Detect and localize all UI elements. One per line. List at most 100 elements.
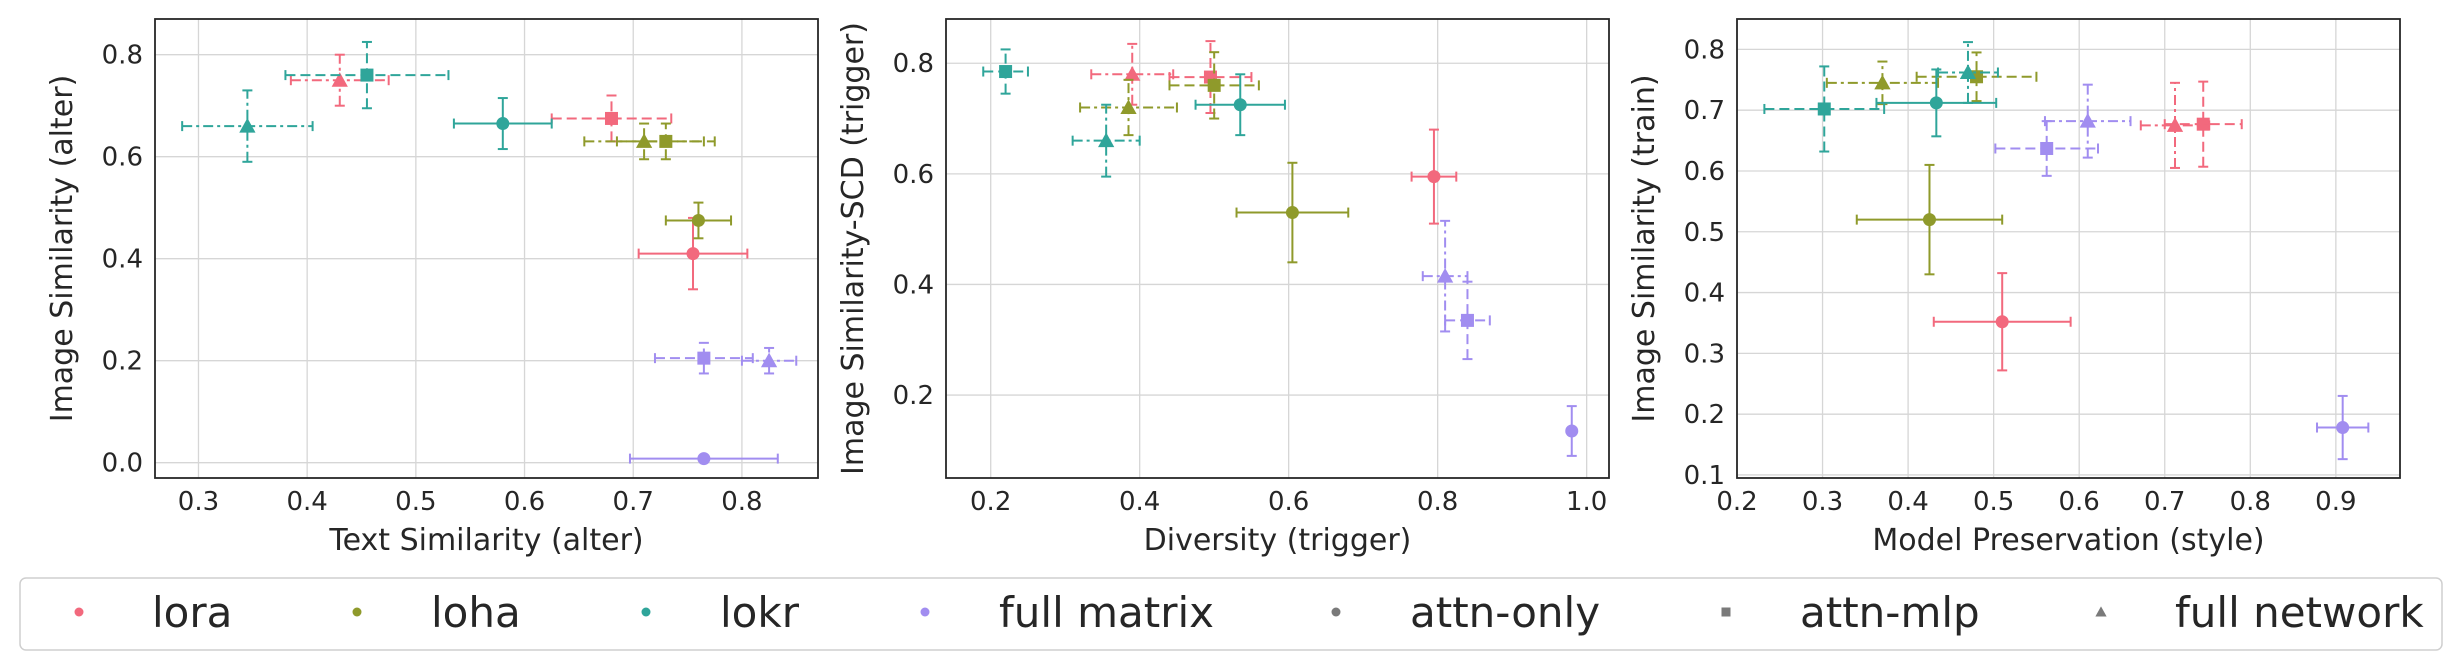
point-lokr-full-network <box>181 89 314 163</box>
data-marker <box>686 247 700 261</box>
legend-item-attn-mlp: attn-mlp <box>1721 588 1980 637</box>
y-tick-label: 0.8 <box>893 49 934 79</box>
point-lokr-attn-only <box>1875 68 1998 138</box>
y-tick-label: 0.6 <box>102 143 143 173</box>
x-tick-label: 0.6 <box>1268 487 1309 517</box>
y-axis-title: Image Similarity-SCD (trigger) <box>836 22 871 475</box>
point-full-matrix-full-network <box>1421 219 1469 333</box>
panel-text-vs-image-similarity-alter: 0.3 0.4 0.5 0.6 0.7 0.8 0.0 0.2 0.4 0.6 0.8 Text Si… <box>45 18 819 558</box>
data-marker <box>691 213 705 227</box>
x-tick-label: 0.4 <box>286 487 327 517</box>
legend-label: full network <box>2175 588 2424 637</box>
x-tick-label: 0.3 <box>178 487 219 517</box>
legend-marker <box>2095 606 2107 617</box>
point-loha-attn-only <box>1235 161 1350 264</box>
point-lora-full-network <box>289 53 390 107</box>
x-axis-title: Model Preservation (style) <box>1872 523 2264 558</box>
data-marker <box>1817 102 1831 116</box>
series-group <box>1763 41 2370 461</box>
legend-label: attn-only <box>1410 588 1600 637</box>
data-marker <box>2196 117 2210 131</box>
axes-frame <box>945 18 1610 479</box>
point-lora-attn-mlp <box>2163 80 2243 168</box>
x-tick-label: 0.4 <box>1887 487 1928 517</box>
point-full-matrix-full-network <box>740 346 798 375</box>
axes-frame <box>154 18 819 479</box>
data-marker <box>1460 313 1474 327</box>
data-marker <box>1427 170 1441 184</box>
point-lokr-attn-mlp <box>1763 65 1886 153</box>
data-marker <box>697 351 711 365</box>
y-axis-title: Image Similarity (alter) <box>45 75 80 423</box>
data-marker <box>2166 117 2184 132</box>
data-marker <box>496 117 510 131</box>
y-tick-label: 0.6 <box>893 160 934 190</box>
y-tick-label: 0.5 <box>1684 218 1725 248</box>
y-tick-label: 0.8 <box>1684 35 1725 65</box>
point-loha-attn-only <box>1855 163 2004 276</box>
point-lokr-attn-mlp <box>982 48 1029 95</box>
legend-label: loha <box>431 588 521 637</box>
x-axis-title: Text Similarity (alter) <box>328 523 643 558</box>
legend-marker <box>1331 607 1341 617</box>
data-marker <box>697 452 711 466</box>
legend-swatch <box>74 607 84 617</box>
point-loha-attn-mlp <box>1168 51 1260 120</box>
y-tick-label: 0.4 <box>893 270 934 300</box>
point-full-matrix-full-network <box>2043 83 2132 159</box>
legend-swatch <box>352 607 362 617</box>
y-tick-label: 0.4 <box>102 245 143 275</box>
point-lokr-attn-only <box>1194 73 1286 137</box>
legend-item-full-matrix: full matrix <box>920 588 1214 637</box>
legend-item-attn-only: attn-only <box>1331 588 1600 637</box>
series-group <box>982 40 1579 457</box>
y-tick-label: 0.6 <box>1684 157 1725 187</box>
y-tick-label: 0.0 <box>102 449 143 479</box>
data-marker <box>1929 96 1943 110</box>
x-axis-title: Diversity (trigger) <box>1144 523 1412 558</box>
point-full-matrix-attn-mlp <box>653 341 754 375</box>
point-lokr-attn-mlp <box>284 40 450 110</box>
y-axis-title: Image Similarity (train) <box>1627 74 1662 422</box>
data-marker <box>604 111 618 125</box>
point-lokr-attn-only <box>452 97 553 151</box>
y-tick-label: 0.7 <box>1684 96 1725 126</box>
y-tick-label: 0.3 <box>1684 339 1725 369</box>
data-marker <box>1233 98 1247 112</box>
data-marker <box>1922 213 1936 227</box>
y-tick-label: 0.4 <box>1684 279 1725 309</box>
point-lokr-full-network <box>1937 41 1999 104</box>
legend-label: lokr <box>720 588 800 637</box>
point-full-matrix-attn-only <box>2316 394 2370 461</box>
plot-area <box>946 19 1609 478</box>
x-tick-label: 0.3 <box>1802 487 1843 517</box>
point-loha-full-network <box>1825 60 1940 106</box>
point-full-matrix-attn-only <box>1565 405 1579 457</box>
data-marker <box>1098 132 1115 148</box>
legend-label: lora <box>152 588 232 637</box>
y-tick-label: 0.8 <box>102 41 143 71</box>
data-marker <box>999 65 1013 79</box>
data-marker <box>1436 268 1454 283</box>
x-tick-label: 0.7 <box>2144 487 2185 517</box>
x-tick-label: 0.2 <box>1716 487 1757 517</box>
legend-swatch <box>920 607 930 617</box>
data-marker <box>659 134 673 148</box>
x-tick-label: 0.6 <box>504 487 545 517</box>
x-tick-label: 0.5 <box>1973 487 2014 517</box>
y-tick-label: 0.2 <box>102 347 143 377</box>
legend-label: full matrix <box>999 588 1214 637</box>
series-group <box>181 40 798 466</box>
x-tick-label: 0.7 <box>613 487 654 517</box>
data-marker <box>2040 141 2054 155</box>
point-full-matrix-attn-only <box>628 452 779 466</box>
y-tick-label: 0.1 <box>1684 461 1725 491</box>
y-tick-label: 0.2 <box>893 381 934 411</box>
panel-model-preservation-vs-image-similarity-train: 0.2 0.3 0.4 0.5 0.6 0.7 0.8 0.90.10.20.30.40.50… <box>1627 18 2401 558</box>
data-marker <box>1565 424 1579 438</box>
point-lora-attn-only <box>1932 272 2072 372</box>
x-tick-label: 0.5 <box>395 487 436 517</box>
x-tick-label: 0.9 <box>2315 487 2356 517</box>
